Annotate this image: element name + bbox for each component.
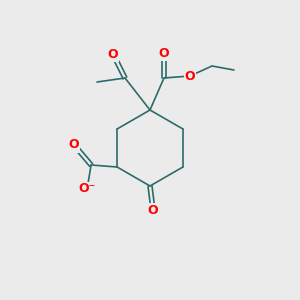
Text: O: O [159,46,169,59]
Text: O: O [185,70,195,83]
Text: O: O [148,203,158,217]
Text: O: O [69,139,80,152]
Text: O: O [108,47,118,61]
Text: O⁻: O⁻ [79,182,96,196]
